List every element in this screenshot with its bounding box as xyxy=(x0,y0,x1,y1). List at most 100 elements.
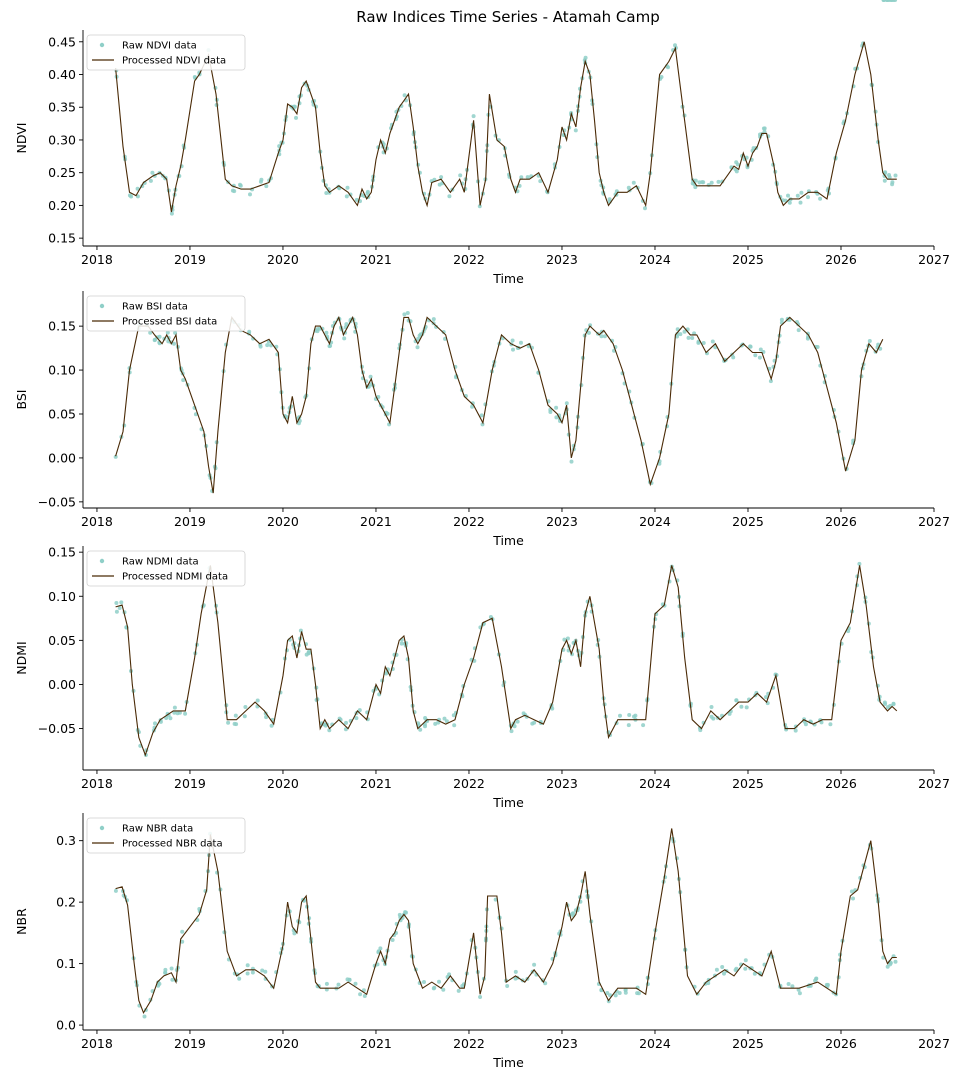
raw-points xyxy=(113,0,898,493)
raw-point xyxy=(354,197,359,202)
raw-point xyxy=(727,711,732,716)
y-tick-label: 0.0 xyxy=(56,1018,76,1033)
legend-box xyxy=(86,295,246,332)
raw-point xyxy=(404,910,408,915)
legend-box xyxy=(86,550,246,587)
raw-point xyxy=(714,967,719,972)
raw-point xyxy=(243,705,248,709)
raw-point xyxy=(368,374,373,379)
raw-point xyxy=(586,330,591,335)
raw-point xyxy=(618,713,622,718)
raw-point xyxy=(806,195,810,200)
x-axis-label: Time xyxy=(492,533,524,548)
raw-point xyxy=(306,649,311,654)
raw-point xyxy=(564,401,569,406)
raw-point xyxy=(511,347,515,352)
raw-point xyxy=(796,328,801,333)
raw-point xyxy=(226,720,231,725)
raw-point xyxy=(510,338,515,343)
raw-point xyxy=(710,339,715,344)
x-tick-label: 2025 xyxy=(732,776,764,791)
raw-point xyxy=(258,344,263,349)
raw-point xyxy=(793,728,798,733)
raw-point xyxy=(354,716,359,721)
raw-point xyxy=(543,981,548,986)
raw-point xyxy=(818,196,823,201)
y-tick-label: 0.40 xyxy=(48,67,76,82)
raw-point xyxy=(471,114,476,119)
raw-point xyxy=(127,193,132,198)
raw-point xyxy=(857,561,862,566)
legend-raw-marker xyxy=(99,303,105,309)
raw-point xyxy=(626,723,631,728)
x-tick-label: 2027 xyxy=(918,514,950,529)
panel-nbr: 2018 2019 2020 2021 2022 2023 2024 2025 2026 2027… xyxy=(14,813,950,1070)
raw-point xyxy=(357,708,362,713)
raw-point xyxy=(881,0,886,2)
raw-point xyxy=(423,724,427,729)
raw-point xyxy=(172,705,177,710)
raw-point xyxy=(452,723,457,728)
raw-point xyxy=(709,714,714,719)
raw-point xyxy=(232,189,237,194)
y-tick-label: 0.15 xyxy=(48,319,76,334)
raw-point xyxy=(153,721,157,726)
legend: Raw BSI data Processed BSI data xyxy=(86,295,246,332)
raw-point xyxy=(635,991,640,996)
raw-point xyxy=(627,713,632,717)
raw-point xyxy=(345,185,350,190)
raw-point xyxy=(813,978,818,983)
x-tick-label: 2027 xyxy=(918,1036,950,1051)
raw-point xyxy=(734,169,739,174)
raw-point xyxy=(358,992,363,997)
raw-point xyxy=(675,334,679,339)
raw-point xyxy=(444,719,449,724)
raw-point xyxy=(242,714,247,719)
raw-point xyxy=(157,334,162,339)
raw-point xyxy=(709,705,714,709)
raw-point xyxy=(513,976,518,981)
processed-line xyxy=(115,565,898,757)
legend-raw-label: Raw NDVI data xyxy=(122,41,197,52)
raw-point xyxy=(365,191,370,196)
raw-point xyxy=(245,963,250,968)
raw-point xyxy=(748,344,753,349)
legend-raw-label: Raw BSI data xyxy=(122,302,188,313)
x-tick-label: 2026 xyxy=(825,776,857,791)
x-tick-label: 2018 xyxy=(81,252,113,267)
raw-point xyxy=(416,336,421,341)
y-tick-label: 0.15 xyxy=(48,545,76,560)
raw-point xyxy=(135,194,140,199)
raw-point xyxy=(849,889,854,894)
legend-raw-marker xyxy=(99,558,105,564)
raw-point xyxy=(142,1014,147,1019)
x-tick-label: 2019 xyxy=(174,776,206,791)
raw-point xyxy=(643,206,647,211)
x-tick-label: 2023 xyxy=(546,252,578,267)
x-tick-label: 2022 xyxy=(453,252,485,267)
y-tick-label: 0.1 xyxy=(56,956,76,971)
raw-point xyxy=(631,180,636,185)
raw-point xyxy=(891,701,896,706)
raw-point xyxy=(480,422,485,427)
raw-point xyxy=(344,322,349,327)
raw-point xyxy=(442,716,447,721)
raw-point xyxy=(180,939,185,944)
y-tick-label: 0.00 xyxy=(48,450,76,465)
raw-point xyxy=(441,330,446,334)
raw-point xyxy=(292,931,297,936)
panel-bsi: 2018 2019 2020 2021 2022 2023 2024 2025 2026 2027… xyxy=(14,0,950,548)
raw-point xyxy=(798,200,803,205)
raw-point xyxy=(328,343,333,348)
raw-point xyxy=(344,720,348,725)
raw-point xyxy=(562,637,567,642)
y-tick-label: 0.20 xyxy=(48,198,76,213)
raw-point xyxy=(641,723,646,728)
y-tick-label: 0.10 xyxy=(48,363,76,378)
y-axis-label: NDMI xyxy=(14,641,29,674)
raw-point xyxy=(602,334,607,339)
raw-point xyxy=(790,984,795,989)
x-tick-label: 2021 xyxy=(360,252,392,267)
raw-point xyxy=(583,55,588,60)
x-axis-label: Time xyxy=(492,1055,524,1070)
